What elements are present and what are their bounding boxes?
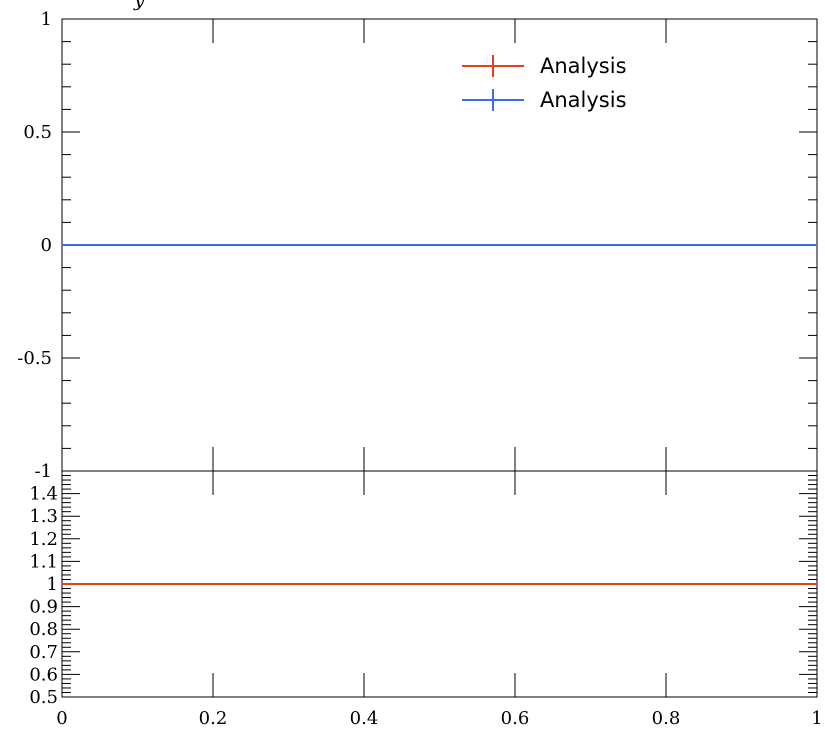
y-tick-label: 0: [41, 235, 52, 256]
x-tick-label: 0.4: [350, 708, 379, 729]
ratio-y-tick-label: 0.7: [29, 642, 58, 663]
y-axis-label: y: [133, 0, 145, 11]
ratio-y-tick-label: 1.4: [29, 484, 58, 505]
ratio-y-tick-label: 1: [47, 574, 58, 595]
ratio-y-tick-label: 1.2: [29, 529, 58, 550]
y-tick-label: -0.5: [17, 348, 52, 369]
ratio-panel: 0.50.60.70.80.911.11.21.31.40 0.2 0.4 0.6 0.…: [29, 470, 823, 729]
legend-label-1: Analysis: [540, 88, 627, 112]
y-tick-label: -1: [34, 461, 52, 482]
ratio-y-tick-label: 0.9: [29, 597, 58, 618]
ratio-y-tick-label: 1.1: [29, 551, 58, 572]
ratio-y-tick-label: 0.5: [29, 687, 58, 708]
y-tick-label: 1: [41, 9, 52, 30]
y-tick-label: 0.5: [23, 122, 52, 143]
x-tick-label: 0.2: [199, 708, 228, 729]
x-tick-label: 0.6: [501, 708, 530, 729]
main-panel: -1 -0.5 0 0.5 1 y: [17, 0, 818, 482]
x-tick-label: 1: [811, 708, 822, 729]
ratio-y-tick-label: 0.8: [29, 619, 58, 640]
legend: Analysis Analysis: [462, 54, 627, 112]
ratio-y-tick-label: 0.6: [29, 664, 58, 685]
x-tick-label: 0.8: [652, 708, 681, 729]
x-tick-label: 0: [56, 708, 67, 729]
legend-label-0: Analysis: [540, 54, 627, 78]
ratio-y-tick-label: 1.3: [29, 506, 58, 527]
